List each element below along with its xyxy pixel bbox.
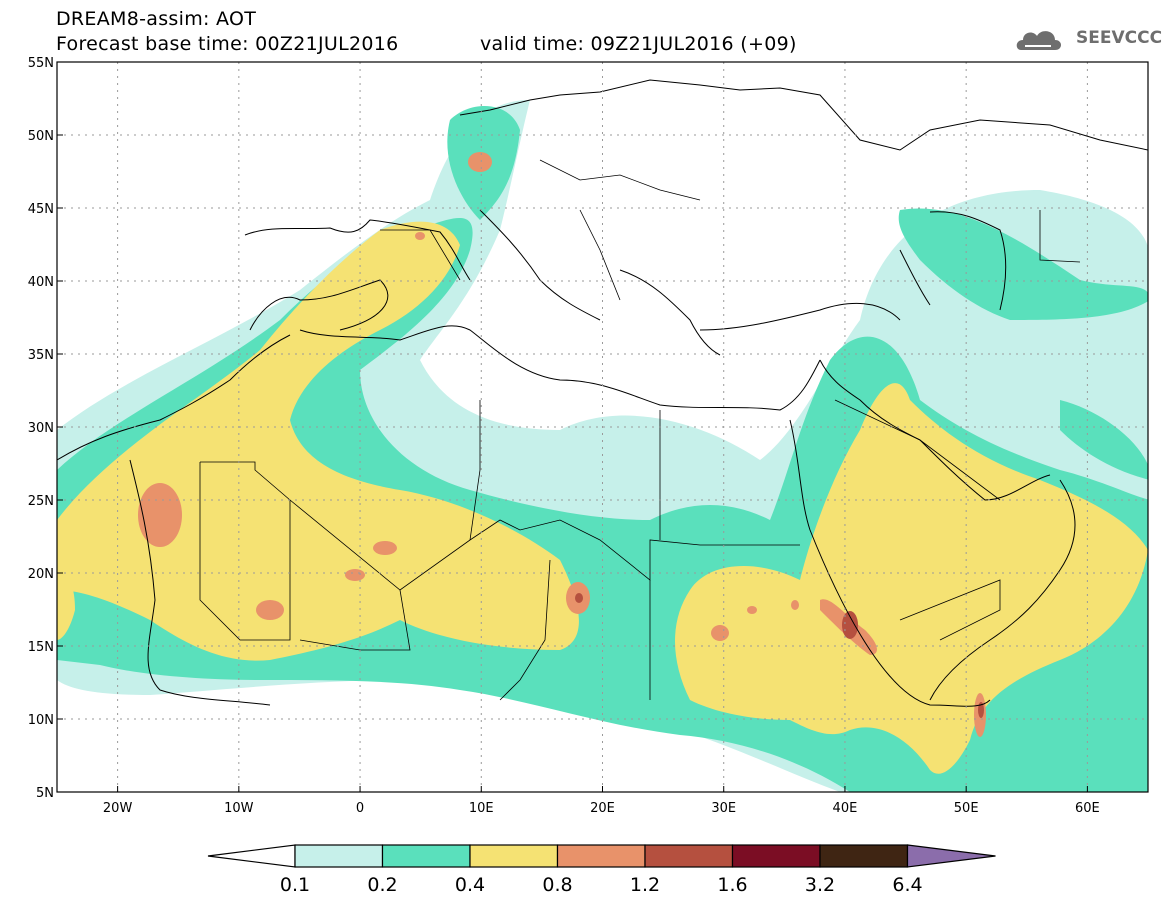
colorbar-segment (469, 844, 559, 868)
colorbar-level-label: 3.2 (805, 874, 835, 896)
aot-level-0-4 (57, 221, 1148, 774)
country-borders (199, 159, 1081, 701)
colorbar-under-triangle (207, 844, 296, 868)
lat-tick-label: 5N (36, 786, 54, 801)
lat-tick-label: 15N (28, 640, 54, 655)
lat-tick-label: 25N (28, 494, 54, 509)
lat-tick-label: 50N (28, 129, 54, 144)
aot-level-1-2 (575, 593, 984, 718)
lon-tick-label: 50E (954, 801, 979, 816)
lat-tick-label: 35N (28, 348, 54, 363)
colorbar-segment (644, 844, 734, 868)
forecast-base-time: Forecast base time: 00Z21JUL2016 (56, 33, 399, 55)
lat-tick-label: 40N (28, 275, 54, 290)
lon-tick-label: 30E (711, 801, 736, 816)
colorbar-segment (294, 844, 384, 868)
colorbar-segment (381, 844, 471, 868)
graticule (57, 61, 1148, 793)
logo-text: SEEVCCC (1076, 28, 1163, 48)
lat-tick-label: 20N (28, 567, 54, 582)
lat-tick-label: 55N (28, 56, 54, 71)
colorbar-level-label: 0.1 (280, 874, 310, 896)
colorbar-segment (556, 844, 646, 868)
colorbar-level-label: 0.8 (542, 874, 572, 896)
lat-tick-label: 30N (28, 421, 54, 436)
lat-tick-label: 45N (28, 202, 54, 217)
colorbar-level-label: 0.4 (455, 874, 485, 896)
valid-time: valid time: 09Z21JUL2016 (+09) (480, 33, 797, 55)
aot-shading (57, 100, 1148, 792)
colorbar-level-label: 0.2 (367, 874, 397, 896)
lon-tick-label: 10E (469, 801, 494, 816)
lon-tick-label: 10W (224, 801, 254, 816)
coastlines (57, 79, 1148, 707)
colorbar-segment (819, 844, 909, 868)
cloud-logo-icon (1016, 31, 1061, 50)
aot-level-0-8 (138, 152, 986, 737)
map-title: DREAM8-assim: AOT (56, 8, 257, 30)
colorbar-level-label: 1.6 (717, 874, 747, 896)
colorbar-level-label: 6.4 (892, 874, 922, 896)
lat-tick-label: 10N (28, 713, 54, 728)
lon-tick-label: 40E (833, 801, 858, 816)
lon-tick-label: 60E (1075, 801, 1100, 816)
colorbar-level-label: 1.2 (630, 874, 660, 896)
lon-tick-label: 20E (590, 801, 615, 816)
colorbar-over-triangle (906, 844, 996, 868)
lon-tick-label: 20W (103, 801, 133, 816)
colorbar-segment (731, 844, 821, 868)
lon-tick-label: 0 (356, 801, 364, 816)
axis-ticks: 20W 10W 0 10E 20E 30E 40E 50E 60E 55N 50N 45N 40N 35N… (28, 56, 1100, 816)
